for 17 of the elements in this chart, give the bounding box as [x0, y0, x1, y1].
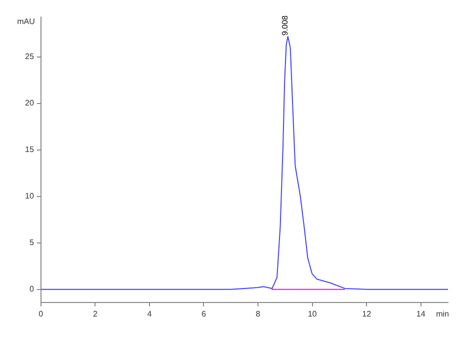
- y-tick-label: 0: [29, 284, 34, 294]
- y-tick-label: 20: [24, 98, 34, 108]
- y-tick-label: 5: [29, 238, 34, 248]
- x-tick-label: 0: [38, 309, 44, 318]
- x-tick-label: 2: [92, 309, 98, 318]
- x-axis-title: min: [436, 310, 449, 319]
- y-axis-title: mAU: [17, 17, 36, 26]
- x-tick-label: 14: [416, 309, 426, 318]
- x-tick-label: 12: [362, 309, 372, 318]
- x-tick-label: 8: [256, 309, 261, 318]
- x-tick-label: 4: [147, 309, 152, 318]
- y-tick-label: 15: [24, 145, 34, 154]
- x-tick-label: 6: [202, 309, 207, 318]
- x-tick-label: 10: [308, 309, 318, 318]
- y-tick-label: 25: [24, 52, 34, 62]
- annotation: 9.008: [280, 14, 290, 36]
- y-tick-label: 10: [24, 192, 34, 201]
